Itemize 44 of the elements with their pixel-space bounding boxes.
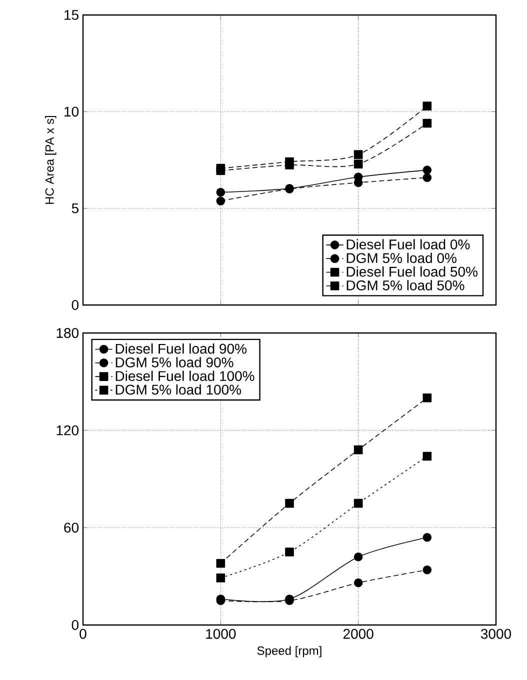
point	[422, 393, 432, 402]
y-axis-title: HC Area [PA x s]	[45, 116, 56, 204]
point	[285, 160, 294, 170]
point	[216, 558, 226, 568]
y-tick-label: 5	[72, 203, 78, 214]
legend-label: DGM 5% load 100%	[116, 384, 242, 395]
point	[422, 102, 432, 110]
x-tick-label: 0	[80, 628, 86, 639]
point	[285, 498, 294, 508]
point	[354, 445, 363, 454]
y-tick-label: 15	[64, 10, 78, 20]
point	[422, 452, 432, 461]
x-tick-label: 3000	[480, 628, 512, 639]
legend-label: Diesel Fuel load 0%	[346, 239, 470, 250]
point	[422, 166, 432, 174]
y-tick-label: 0	[72, 620, 79, 630]
y-tick-label: 120	[56, 425, 79, 436]
y-tick-label: 0	[72, 300, 79, 310]
x-axis-title: Speed [rpm]	[257, 646, 322, 658]
point	[354, 498, 363, 508]
legend-label: Diesel Fuel load 100%	[116, 370, 254, 382]
y-tick-label: 60	[64, 522, 79, 533]
legend-label: Diesel Fuel load 50%	[346, 266, 478, 277]
legend-label: DGM 5% load 50%	[346, 280, 464, 290]
point	[354, 160, 363, 168]
y-tick-label: 180	[56, 328, 79, 338]
point	[354, 552, 363, 562]
point	[422, 565, 432, 574]
y-tick-label: 10	[64, 106, 79, 117]
point	[285, 548, 294, 556]
point	[216, 188, 226, 197]
point	[422, 532, 432, 542]
x-tick-label: 2000	[343, 628, 374, 639]
point	[422, 118, 432, 128]
legend-label: DGM 5% load 0%	[346, 252, 456, 264]
point	[216, 574, 226, 582]
point	[216, 166, 226, 176]
legend-label: Diesel Fuel load 90%	[116, 343, 246, 354]
point	[216, 196, 226, 206]
point	[354, 150, 363, 159]
x-tick-label: 1000	[206, 628, 236, 639]
point	[422, 173, 432, 182]
legend-label: DGM 5% load 90%	[116, 357, 234, 368]
point	[354, 578, 363, 588]
